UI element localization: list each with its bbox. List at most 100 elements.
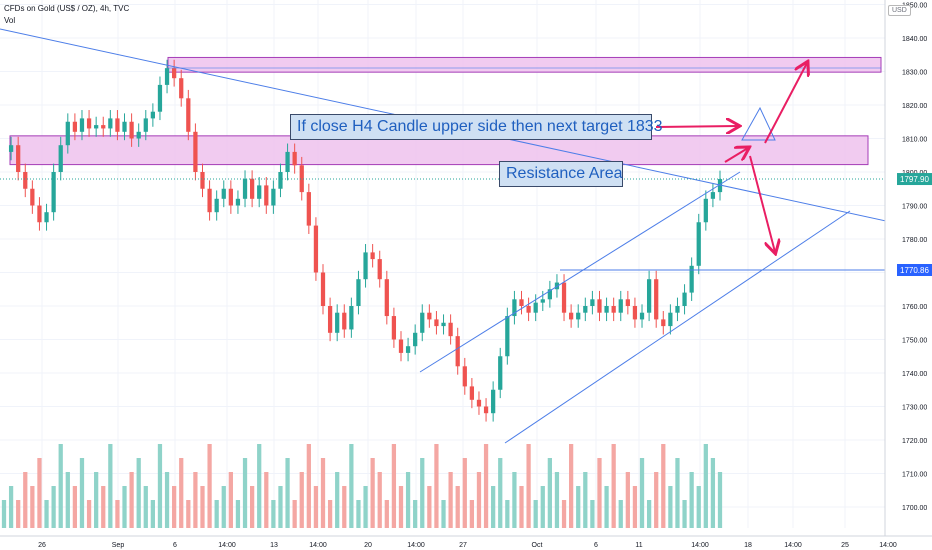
volume-bar [306, 444, 311, 528]
volume-bar [30, 486, 35, 528]
volume-bar [58, 444, 63, 528]
candle-body [186, 98, 191, 132]
candle-body [292, 151, 297, 166]
candle-body [264, 185, 269, 206]
volume-bar [604, 486, 609, 528]
candle-body [335, 312, 340, 333]
x-tick-label: 6 [594, 542, 598, 549]
volume-bar [583, 472, 588, 528]
candle-body [285, 151, 290, 172]
volume-bar [512, 472, 517, 528]
volume-bar [342, 486, 347, 528]
candle-body [583, 306, 588, 313]
volume-bar [242, 458, 248, 528]
candle-body [278, 172, 283, 189]
candle-body [235, 198, 241, 206]
volume-bar [349, 444, 354, 528]
volume-bar [639, 458, 645, 528]
x-tick-label: 14:00 [309, 542, 327, 549]
volume-bar [547, 458, 552, 528]
candle-body [16, 145, 21, 172]
volume-bar [327, 500, 333, 528]
arrow-up-to-target [764, 63, 807, 144]
y-tick-label: 1760.00 [902, 304, 927, 311]
candle-body [179, 78, 184, 99]
resistance-annotation[interactable]: Resistance Area [499, 161, 623, 187]
candle-body [668, 312, 673, 327]
volume-bar [23, 472, 28, 528]
y-tick-label: 1780.00 [902, 237, 927, 244]
volume-label: Vol [4, 16, 16, 25]
candle-body [108, 118, 113, 129]
x-tick-label: 14:00 [879, 542, 897, 549]
candle-body [8, 145, 14, 152]
volume-bar [172, 486, 177, 528]
x-tick-label: 14:00 [784, 542, 802, 549]
x-tick-label: 14:00 [407, 542, 425, 549]
candle-body [391, 316, 397, 340]
target-zone [167, 56, 882, 73]
volume-bar [689, 472, 694, 528]
candle-body [441, 322, 446, 327]
candle-body [476, 399, 482, 407]
volume-bar [519, 486, 524, 528]
volume-bar [391, 444, 397, 528]
x-tick-label: 13 [270, 542, 278, 549]
candle-body [611, 306, 616, 313]
volume-bar [434, 444, 439, 528]
volume-bar [526, 444, 531, 528]
volume-bar [498, 458, 503, 528]
volume-bar [292, 500, 297, 528]
volume-bar [94, 472, 99, 528]
target-annotation[interactable]: If close H4 Candle upper side then next … [290, 114, 663, 140]
volume-bar [491, 486, 496, 528]
volume-bar [469, 500, 475, 528]
volume-bar [675, 458, 680, 528]
volume-bar [108, 444, 113, 528]
currency-badge[interactable]: USD [888, 5, 911, 16]
x-tick-label: 6 [173, 542, 177, 549]
volume-bar [398, 486, 404, 528]
x-tick-label: 14:00 [691, 542, 709, 549]
x-tick-label: 25 [841, 542, 849, 549]
volume-bar [356, 500, 361, 528]
volume-bar [129, 472, 134, 528]
candle-body [72, 121, 78, 132]
resistance-zone [9, 135, 869, 166]
x-tick-label: 14:00 [218, 542, 236, 549]
candle-body [143, 118, 148, 132]
volume-bar [363, 486, 368, 528]
y-tick-label: 1820.00 [902, 103, 927, 110]
candle-body [129, 121, 134, 139]
candle-body [533, 302, 538, 313]
candle-body [51, 172, 56, 213]
candle-body [597, 299, 602, 313]
volume-bar [661, 444, 666, 528]
volume-bar [164, 472, 170, 528]
candle-body [23, 172, 28, 189]
y-tick-label: 1720.00 [902, 438, 927, 445]
candle-body [37, 205, 42, 223]
candle-body [94, 125, 99, 129]
volume-bar [611, 444, 616, 528]
candle-body [164, 68, 170, 85]
channel-upper-line [419, 171, 741, 373]
candle-body [540, 299, 545, 303]
candle-body [505, 316, 510, 357]
volume-bar [533, 500, 538, 528]
y-tick-label: 1830.00 [902, 70, 927, 77]
candle-body [413, 332, 418, 347]
x-tick-label: 27 [459, 542, 467, 549]
y-tick-label: 1730.00 [902, 405, 927, 412]
candle-body [58, 145, 63, 172]
volume-bar [44, 500, 49, 528]
x-tick-label: 11 [635, 542, 642, 549]
volume-bar [569, 444, 574, 528]
y-tick-label: 1750.00 [902, 338, 927, 345]
y-tick-label: 1790.00 [902, 204, 927, 211]
candle-body [249, 178, 255, 199]
candle-body [469, 386, 475, 400]
volume-bar [86, 500, 92, 528]
candle-body [519, 299, 524, 306]
